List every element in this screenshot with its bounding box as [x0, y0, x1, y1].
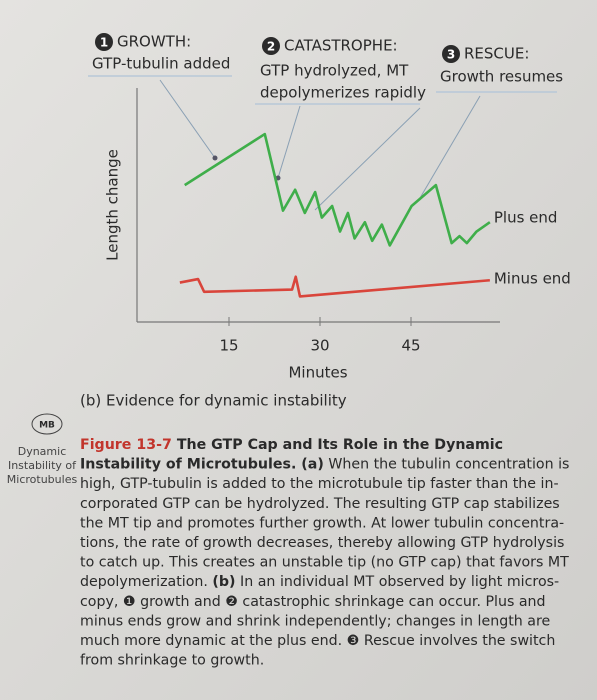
caption-segment: In an individual MT observed by light mi…	[236, 574, 560, 590]
annotation-badge	[262, 37, 280, 55]
annotation-text: CATASTROPHE:	[284, 37, 398, 55]
annotation-badge	[442, 45, 460, 63]
caption-segment: (b)	[212, 574, 235, 590]
caption-line: from shrinkage to growth.	[80, 653, 264, 669]
series-label: Plus end	[494, 209, 558, 227]
caption-segment: much more dynamic at the plus end. ❸ Res…	[80, 633, 555, 649]
caption-line: the MT tip and promotes further growth. …	[80, 515, 564, 531]
caption-line: high, GTP-tubulin is added to the microt…	[80, 476, 559, 492]
annotation-badge	[95, 33, 113, 51]
caption-segment: the MT tip and promotes further growth. …	[80, 515, 564, 531]
series-line	[179, 275, 490, 298]
annotation-number: 2	[267, 40, 275, 54]
caption-segment: When the tubulin concentration is	[324, 457, 570, 473]
annotation-pointers	[159, 79, 481, 211]
x-tick-label: 30	[310, 337, 329, 355]
caption-segment: depolymerization.	[80, 574, 212, 590]
caption-line: much more dynamic at the plus end. ❸ Res…	[80, 633, 555, 649]
mb-badge-outline	[31, 413, 63, 435]
caption-line: Instability of Microtubules. (a) When th…	[80, 457, 569, 473]
y-axis-label: Length change	[104, 149, 122, 261]
caption-line: to catch up. This creates an unstable ti…	[80, 555, 569, 571]
caption-segment: Figure 13-7	[80, 437, 172, 453]
series-label: Minus end	[494, 270, 571, 288]
annotation-text: Growth resumes	[440, 68, 563, 86]
caption-line: tions, the rate of growth decreases, the…	[80, 535, 564, 551]
panel-caption: (b) Evidence for dynamic instability	[80, 392, 347, 410]
annotation-text: RESCUE:	[464, 45, 529, 63]
annotation-text: GTP hydrolyzed, MT	[260, 62, 409, 80]
annotation-text: depolymerizes rapidly	[260, 84, 426, 102]
caption-segment: The GTP Cap and Its Role in the Dynamic	[172, 437, 503, 453]
caption-segment: high, GTP-tubulin is added to the microt…	[80, 476, 559, 492]
caption-line: Figure 13-7 The GTP Cap and Its Role in …	[80, 437, 503, 453]
caption-segment: from shrinkage to growth.	[80, 653, 264, 669]
caption-line: depolymerization. (b) In an individual M…	[80, 574, 559, 590]
series-line	[184, 132, 491, 247]
caption-line: minus ends grow and shrink independently…	[80, 613, 550, 629]
caption-line: copy, ❶ growth and ❷ catastrophic shrink…	[80, 594, 546, 610]
x-tick-label: 45	[401, 337, 420, 355]
caption-segment: to catch up. This creates an unstable ti…	[80, 555, 569, 571]
mb-badge: MB	[39, 421, 55, 431]
x-tick-label: 15	[219, 337, 238, 355]
caption-segment: copy, ❶ growth and ❷ catastrophic shrink…	[80, 594, 546, 610]
annotation-number: 3	[447, 48, 455, 62]
caption-segment: corporated GTP can be hydrolyzed. The re…	[80, 496, 560, 512]
caption-segment: Instability of Microtubules. (a)	[80, 457, 324, 473]
annotation-rules	[88, 75, 557, 105]
x-axis-label: Minutes	[288, 364, 347, 382]
margin-note: Dynamic	[18, 445, 67, 458]
caption-line: corporated GTP can be hydrolyzed. The re…	[80, 496, 560, 512]
annotation-text: GTP-tubulin added	[92, 55, 230, 73]
annotation-number: 1	[100, 36, 108, 50]
margin-note: Microtubules	[7, 473, 78, 486]
annotation-text: GROWTH:	[117, 33, 191, 51]
margin-note: Instability of	[8, 459, 77, 472]
caption-segment: tions, the rate of growth decreases, the…	[80, 535, 564, 551]
caption-segment: minus ends grow and shrink independently…	[80, 613, 550, 629]
